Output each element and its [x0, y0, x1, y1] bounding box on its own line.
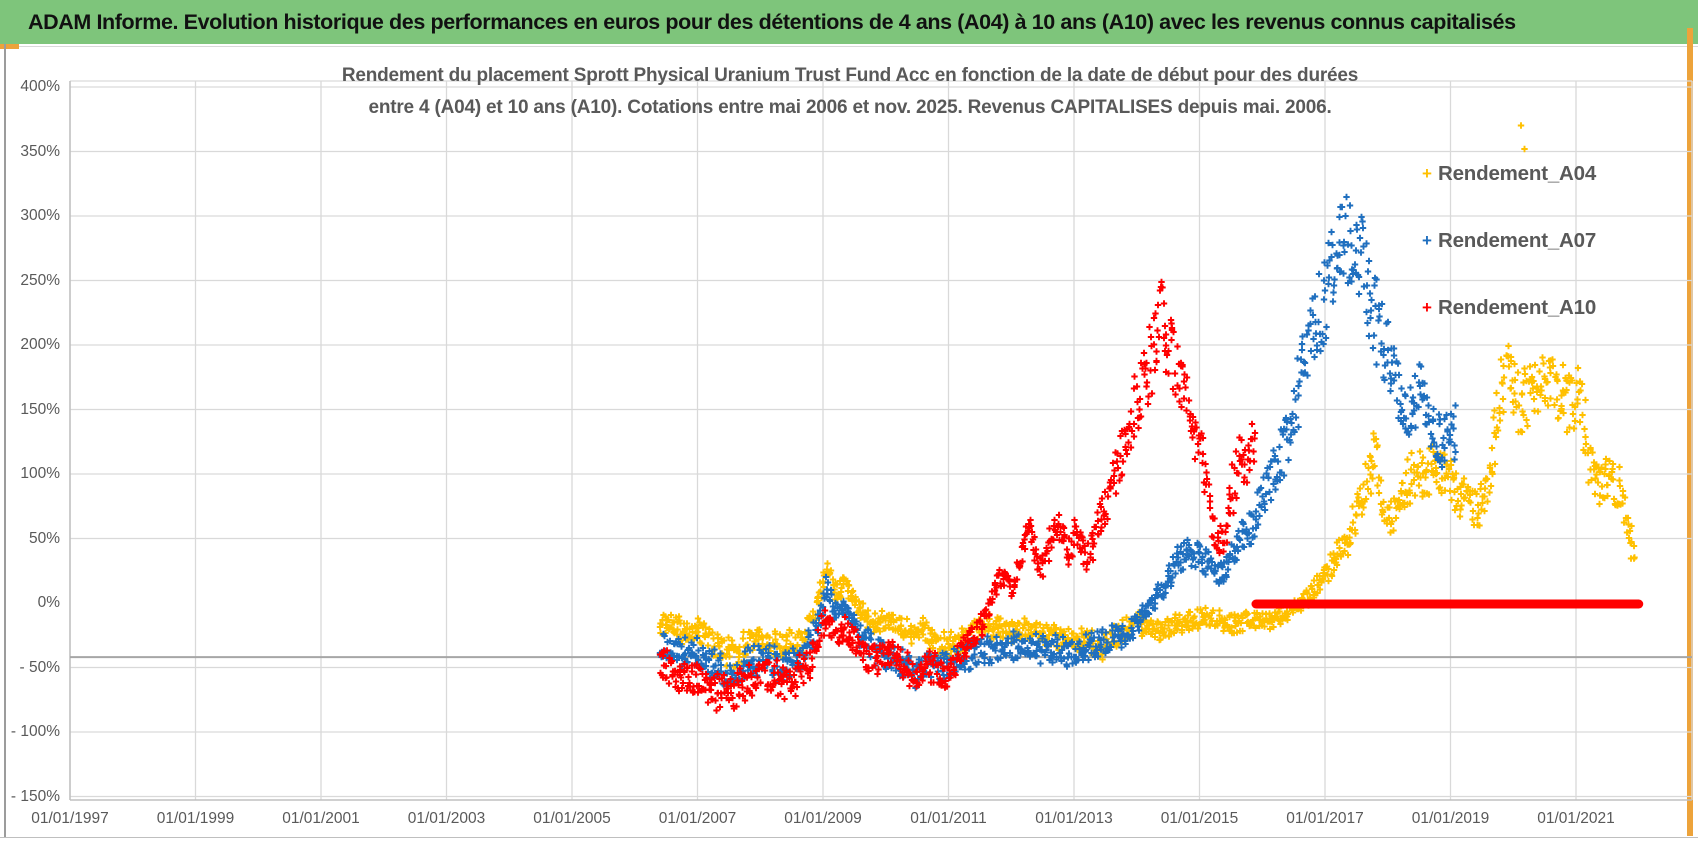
y-tick--150: - 150% [10, 787, 60, 805]
legend-marker-icon: + [1422, 231, 1432, 250]
y-tick--100: - 100% [10, 723, 60, 740]
x-tick-2009: 01/01/2009 [784, 810, 862, 827]
chart-title: Rendement du placement Sprott Physical U… [250, 60, 1450, 124]
orange-accent-right-border [1687, 28, 1693, 836]
x-tick-1999: 01/01/1999 [156, 810, 235, 827]
x-tick-2017: 01/01/2017 [1286, 810, 1364, 827]
x-tick-2003: 01/01/2003 [407, 810, 486, 827]
x-tick-2001: 01/01/2001 [282, 810, 360, 827]
legend-label: Rendement_A07 [1438, 229, 1597, 252]
page-title: ADAM Informe. Evolution historique des p… [28, 9, 1516, 34]
header-bar: ADAM Informe. Evolution historique des p… [0, 0, 1698, 44]
legend-marker-icon: + [1422, 164, 1432, 183]
x-tick-2007: 01/01/2007 [658, 810, 737, 827]
legend-item-Rendement_A04: + Rendement_A04 [1422, 160, 1596, 188]
orange-accent-topleft [0, 44, 19, 49]
y-tick-50: 50% [28, 529, 60, 547]
chart-legend: + Rendement_A04 + Rendement_A07 + Rendement_A… [1422, 160, 1596, 361]
y-tick-350: 350% [20, 142, 60, 160]
header-divider [0, 46, 1698, 47]
series-Rendement_A10 [656, 278, 1259, 714]
legend-item-Rendement_A07: + Rendement_A07 [1422, 227, 1596, 255]
legend-marker-icon: + [1422, 298, 1432, 317]
y-tick-200: 200% [20, 336, 60, 353]
x-tick-2021: 01/01/2021 [1537, 810, 1615, 827]
x-tick-2013: 01/01/2013 [1035, 810, 1113, 827]
y-tick-400: 400% [20, 78, 60, 95]
x-tick-1997: 01/01/1997 [31, 810, 109, 827]
window-left-border [4, 44, 6, 837]
y-tick-100: 100% [20, 465, 60, 482]
x-tick-2015: 01/01/2015 [1160, 810, 1239, 827]
x-tick-2019: 01/01/2019 [1411, 810, 1490, 827]
chart-title-line1: Rendement du placement Sprott Physical U… [341, 65, 1359, 86]
y-tick-150: 150% [20, 400, 60, 418]
series-Rendement_A07 [656, 193, 1459, 692]
window-bottom-border [0, 837, 1698, 838]
x-tick-2005: 01/01/2005 [533, 810, 611, 827]
y-tick-250: 250% [20, 271, 60, 289]
legend-label: Rendement_A04 [1438, 162, 1597, 185]
y-tick--50: - 50% [19, 658, 61, 676]
legend-item-Rendement_A10: + Rendement_A10 [1422, 294, 1596, 322]
y-tick-0: 0% [37, 594, 60, 611]
chart-title-line2: entre 4 (A04) et 10 ans (A10). Cotations… [368, 97, 1332, 118]
legend-label: Rendement_A10 [1438, 296, 1597, 319]
x-tick-2011: 01/01/2011 [910, 810, 987, 827]
y-tick-300: 300% [20, 207, 60, 224]
